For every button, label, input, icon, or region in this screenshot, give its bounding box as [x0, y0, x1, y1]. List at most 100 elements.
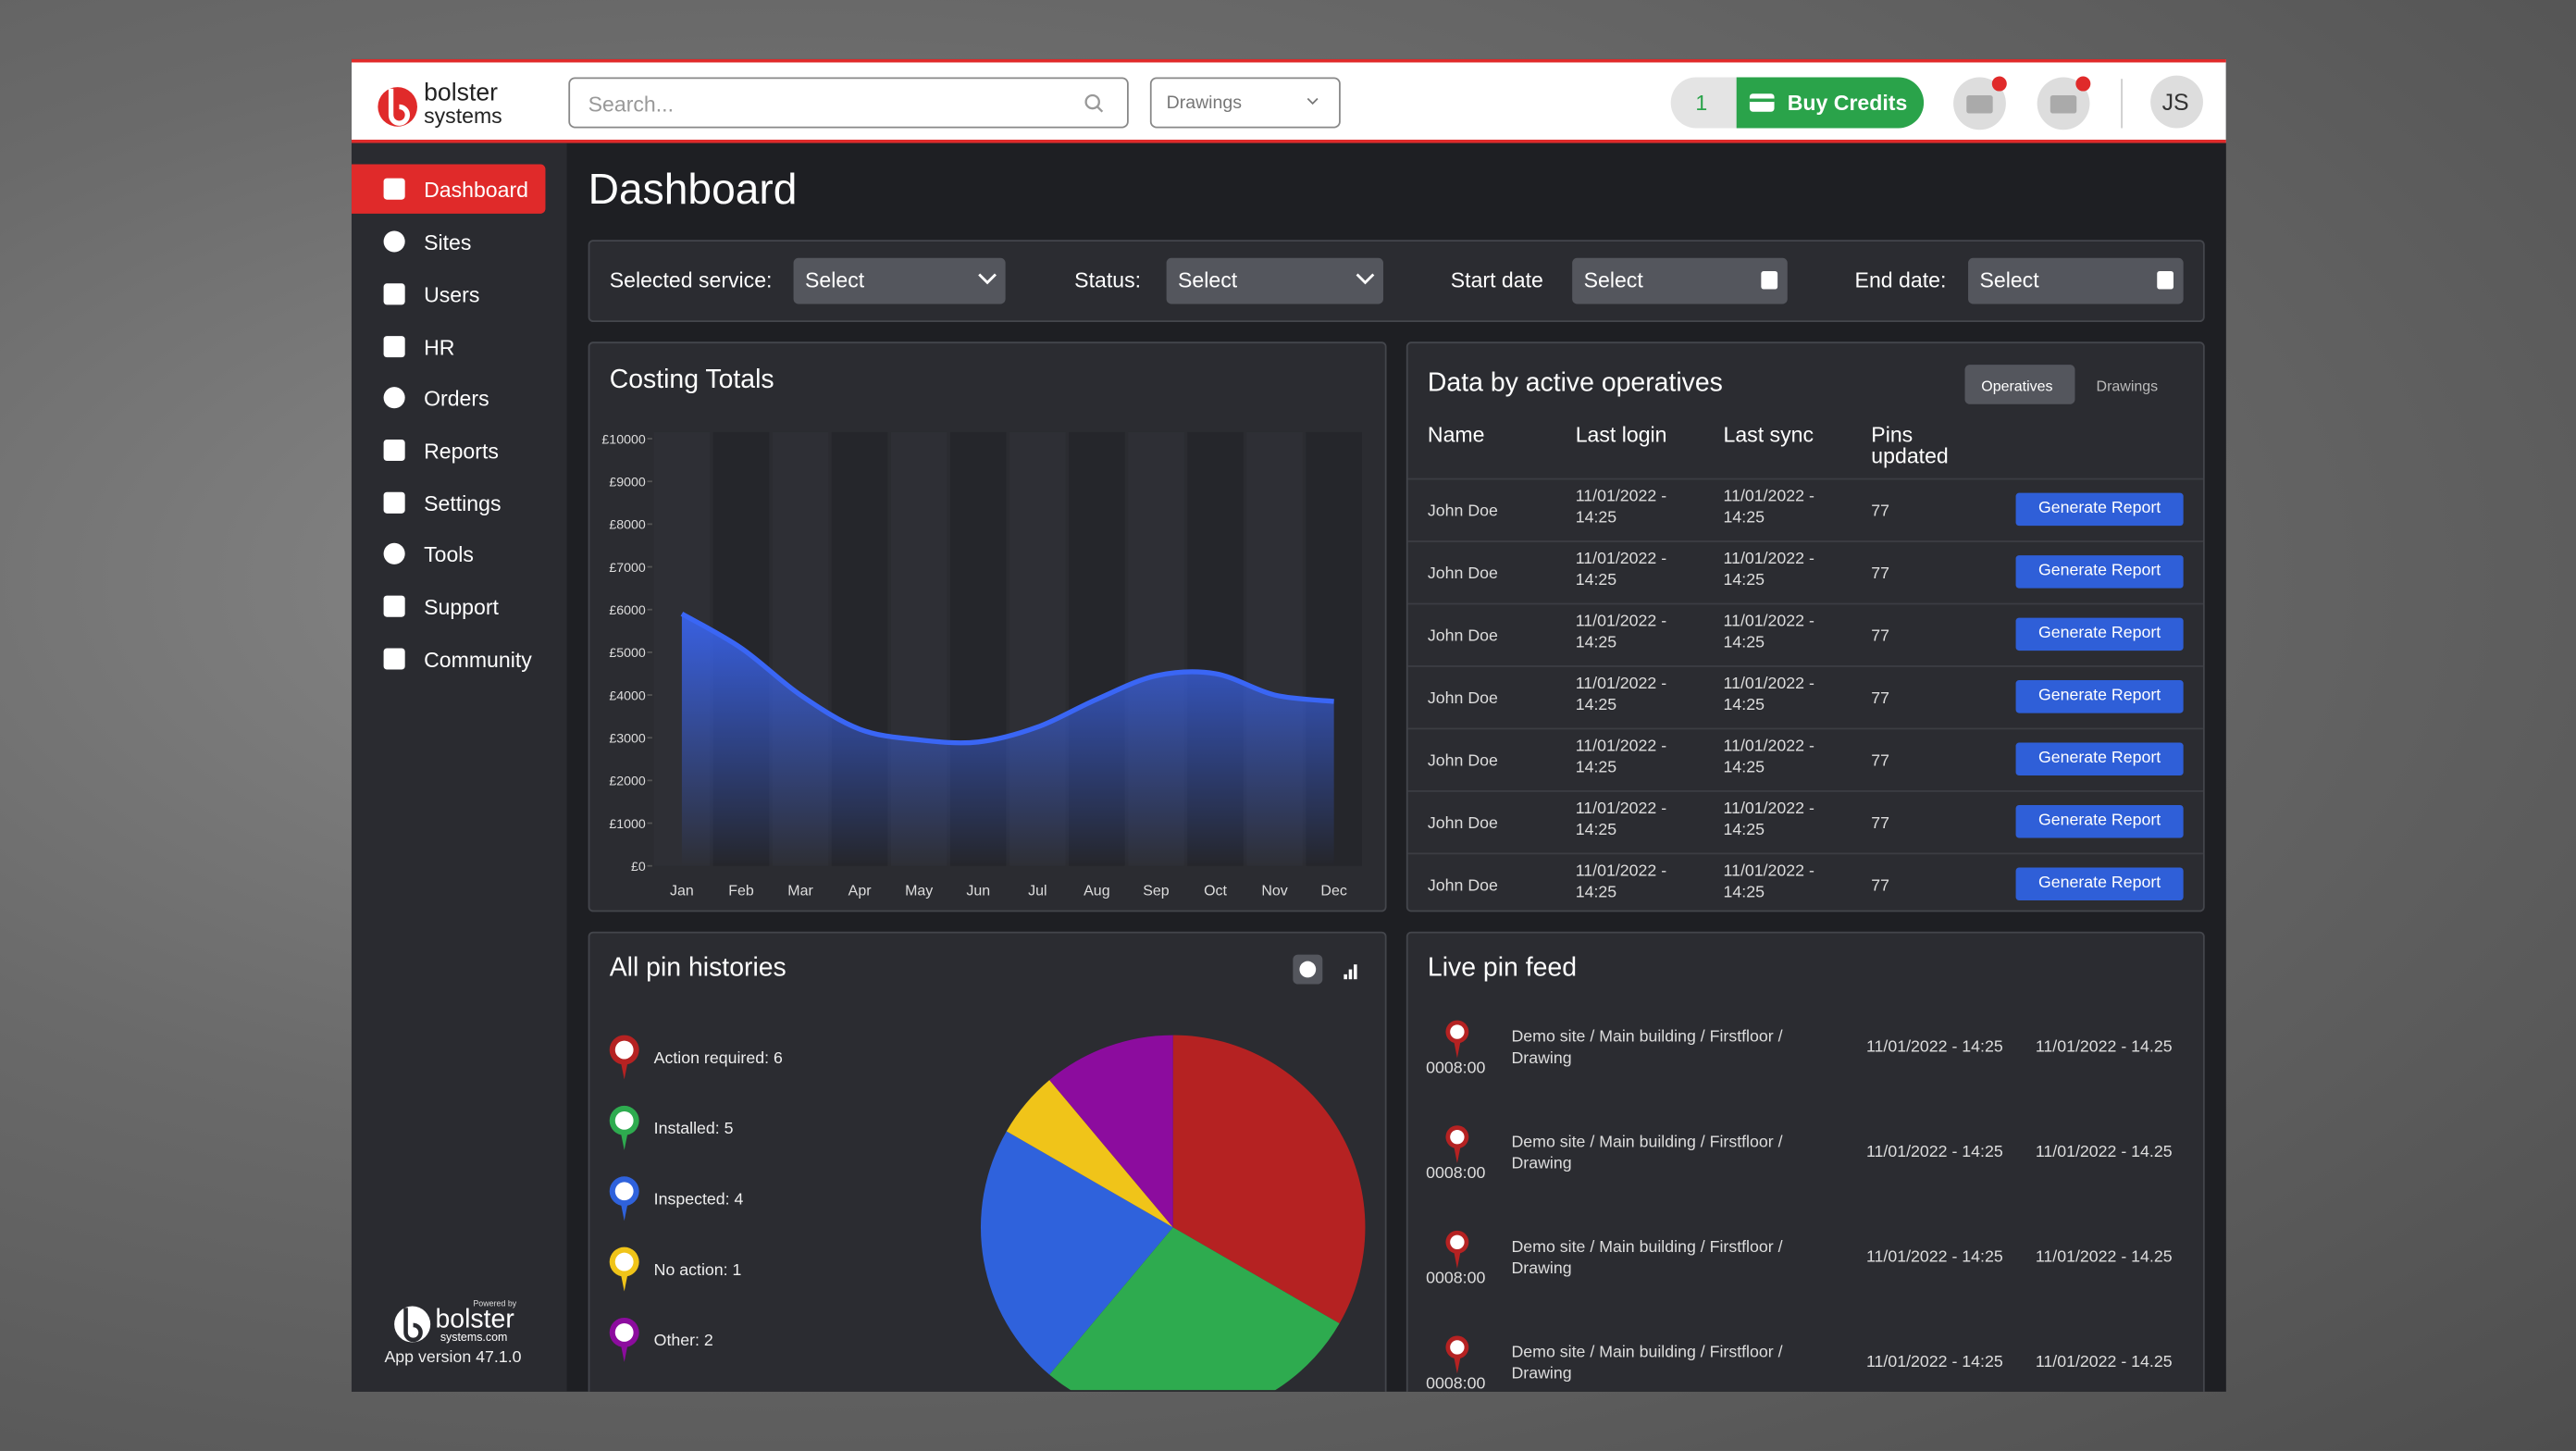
generate-report-button[interactable]: Generate Report [2015, 742, 2184, 776]
pie-slice [1049, 1035, 1173, 1228]
generate-report-button[interactable]: Generate Report [2015, 680, 2184, 713]
pin-date: 11/01/2022 - 14:25 [1865, 1038, 2003, 1057]
nav-item[interactable]: Dashboard [424, 177, 529, 203]
filter-select-text: Select [804, 267, 865, 293]
y-tick-label: £10000 [601, 432, 645, 447]
generate-report-button[interactable]: Generate Report [2015, 867, 2184, 900]
table-cell: John Doe [1427, 689, 1498, 709]
icon [1749, 93, 1775, 112]
card-icon [1749, 93, 1775, 112]
column-header: Name [1427, 422, 1485, 447]
table-cell: 77 [1871, 564, 1890, 584]
pin-stem [1454, 1251, 1461, 1269]
legend-label: Installed: 5 [653, 1120, 734, 1139]
button-text: Generate Report [2037, 562, 2161, 580]
filter-icon [2157, 270, 2174, 290]
button-text: Generate Report [2037, 812, 2161, 830]
table-cell: 11/01/2022 - 14:25 [1575, 613, 1667, 652]
nav-item[interactable]: HR [424, 335, 455, 360]
tab-active[interactable] [1964, 365, 2075, 404]
table-cell: 77 [1871, 752, 1890, 771]
nav-item[interactable]: Sites [424, 229, 472, 255]
filter-label: End date: [1854, 267, 1947, 293]
nav-item[interactable]: Users [424, 282, 480, 308]
legend-label: Other: 2 [653, 1332, 713, 1351]
search-box[interactable]: Search... [568, 77, 1129, 129]
row-divider [1407, 665, 2203, 667]
y-tick-label: £0 [631, 860, 646, 874]
y-tick-label: £4000 [609, 688, 646, 703]
filter-select[interactable]: Select [1968, 257, 2184, 304]
logo-text: bolster [424, 79, 499, 107]
table-cell: John Doe [1427, 752, 1498, 771]
chevron [1307, 97, 1319, 105]
row-divider [1407, 852, 2203, 855]
x-tick-label: Feb [728, 884, 754, 899]
logo-icon [378, 87, 417, 127]
x-tick-label: Jul [1028, 884, 1046, 899]
table-cell: 11/01/2022 - 14:25 [1575, 488, 1667, 527]
chevron [978, 273, 997, 285]
nav-item[interactable]: Reports [424, 439, 499, 464]
pie-slice [980, 1131, 1173, 1375]
pin-date: 11/01/2022 - 14.25 [2035, 1248, 2173, 1267]
filter-select[interactable]: Select [1572, 257, 1788, 304]
icon [383, 283, 405, 305]
legend-pin [609, 1317, 639, 1362]
y-tick-label: £1000 [609, 817, 646, 832]
x-tick-label: Nov [1261, 884, 1287, 899]
icon [1096, 105, 1104, 113]
notification-dot [2075, 76, 2091, 92]
icon [1348, 969, 1353, 980]
icon [383, 491, 405, 514]
pie-slice [1006, 1080, 1173, 1228]
generate-report-button[interactable]: Generate Report [2015, 804, 2184, 838]
pin-location: Demo site / Main building / Firstfloor /… [1511, 1238, 1783, 1279]
panel-title: All pin histories [609, 954, 786, 983]
app-version: App version 47.1.0 [384, 1348, 522, 1368]
x-tick-label: May [905, 884, 933, 899]
icon [1084, 93, 1100, 110]
icon [1344, 974, 1347, 980]
generate-report-button[interactable]: Generate Report [2015, 555, 2184, 589]
generate-report-button[interactable]: Generate Report [2015, 492, 2184, 527]
table-cell: John Doe [1427, 502, 1498, 521]
pie-chart [980, 1035, 1366, 1391]
table-cell: 77 [1871, 877, 1890, 896]
logo-b [388, 88, 410, 126]
buy-credits-button[interactable]: Buy Credits [1736, 77, 1925, 129]
pin-stem [621, 1134, 628, 1150]
tab[interactable]: Operatives [1981, 378, 2053, 395]
generate-report-button[interactable]: Generate Report [2015, 617, 2184, 651]
legend-pin [609, 1246, 639, 1292]
header-icon-button [1953, 76, 2007, 130]
panel-title: Costing Totals [609, 366, 774, 395]
nav-item[interactable]: Support [424, 594, 499, 620]
tab[interactable]: Drawings [2096, 378, 2159, 395]
pin-id: 0008:00 [1426, 1060, 1486, 1078]
filter-select[interactable]: Select [793, 257, 1006, 304]
table-cell: John Doe [1427, 814, 1498, 834]
panel-title: Live pin feed [1427, 954, 1578, 983]
nav-item[interactable]: Community [424, 647, 532, 673]
pin-date: 11/01/2022 - 14:25 [1865, 1354, 2003, 1372]
pie [980, 1035, 1366, 1391]
footer-logo-text: bolster [435, 1306, 514, 1334]
powered-by: Powered by [473, 1299, 517, 1310]
table-cell: 11/01/2022 - 14:25 [1723, 488, 1814, 527]
nav-item[interactable]: Settings [424, 490, 502, 516]
pin-stem [621, 1274, 628, 1292]
logo-b [403, 1308, 423, 1343]
nav-item[interactable]: Orders [424, 386, 489, 411]
x-tick-label: Mar [787, 884, 813, 899]
pin-date: 11/01/2022 - 14:25 [1865, 1143, 2003, 1162]
project-select[interactable]: Drawings [1149, 77, 1341, 129]
y-tick-label: £3000 [609, 732, 646, 747]
filter-select[interactable]: Select [1166, 257, 1383, 304]
user-avatar[interactable]: JS [2150, 75, 2203, 129]
icon [383, 595, 405, 617]
project-select-text: Drawings [1166, 93, 1243, 114]
nav-item[interactable]: Tools [424, 541, 474, 567]
header-divider [2121, 79, 2123, 129]
